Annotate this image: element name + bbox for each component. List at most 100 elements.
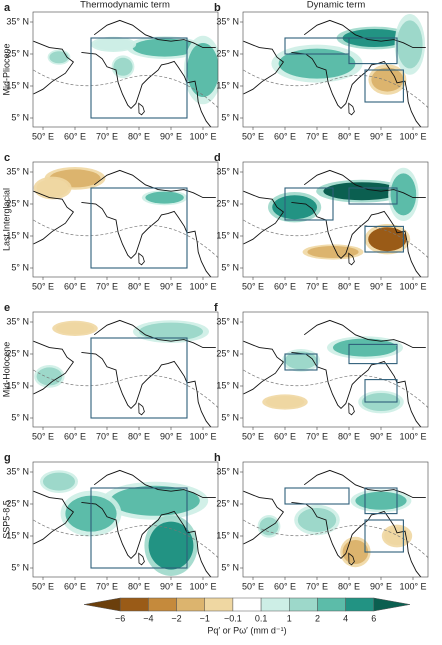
longitude-label: 80° E [128,581,150,591]
region-box [348,37,398,65]
field-patch [355,491,407,510]
field-patch [259,517,279,536]
panel-frame [242,11,429,128]
region-box [364,519,404,553]
field-patch [36,367,63,386]
latitude-label: 5° N [221,562,239,572]
colorbar-swatch [204,597,234,612]
coastline [348,252,355,266]
field-patch [94,38,133,51]
latitude-label: 35° N [216,166,239,176]
field-patch [148,521,194,570]
latitude-label: 15° N [6,80,29,90]
region-box [348,187,398,205]
longitude-label: 80° E [128,431,150,441]
coastline [243,340,285,395]
longitude-label: 100° E [399,131,426,141]
panel-letter: c [4,152,10,164]
longitude-label: 70° E [306,281,328,291]
longitude-label: 70° E [306,131,328,141]
map-panel [33,462,218,577]
field-patch [113,57,133,76]
field-patch [368,227,407,252]
map-background [243,312,428,427]
latitude-label: 15° N [6,380,29,390]
colorbar-tick-label: 0.1 [255,613,268,623]
latitude-label: 5° N [11,562,29,572]
longitude-label: 100° E [399,581,426,591]
colorbar-label: Pq′ or Pω′ (mm d⁻¹) [207,625,286,635]
coastline [348,552,355,566]
longitude-label: 100° E [399,431,426,441]
longitude-label: 90° E [160,131,182,141]
coastline [81,351,212,427]
longitude-label: 70° E [96,581,118,591]
colorbar-swatch [373,597,411,612]
latitude-label: 5° N [221,112,239,122]
elevation-contour [93,319,216,349]
longitude-label: 70° E [96,431,118,441]
field-patch [49,51,69,64]
field-patch [145,191,184,204]
panel-frame [32,311,219,428]
longitude-label: 50° E [242,431,264,441]
field-patch [397,20,423,69]
coastline [138,252,145,266]
field-patch [278,48,356,79]
latitude-label: 5° N [221,412,239,422]
panel-frame [32,161,219,278]
column-title: Thermodynamic term [80,0,170,11]
coastline [33,40,75,95]
field-patch [55,322,95,335]
row-label: Mid-Holocene [1,342,11,398]
map-panel [243,12,428,127]
row-label: Last Interglacial [1,188,11,251]
elevation-contour [303,19,426,49]
region-box [284,487,350,505]
field-patch [333,338,397,357]
panel-letter: b [214,2,221,14]
coastline [81,51,212,127]
longitude-label: 60° E [64,131,86,141]
colorbar-tick-label: 2 [315,613,320,623]
colorbar-tick-label: −1 [200,613,210,623]
longitude-label: 60° E [274,581,296,591]
longitude-label: 50° E [32,581,54,591]
coastline [243,190,285,245]
longitude-label: 60° E [274,131,296,141]
longitude-label: 90° E [160,581,182,591]
panel-frame [242,461,429,578]
latitude-label: 25° N [216,198,239,208]
latitude-label: 35° N [6,16,29,26]
elevation-contour [93,169,216,199]
field-patch [36,179,69,197]
region-box [364,69,404,103]
longitude-label: 100° E [189,431,216,441]
field-patch [307,246,359,258]
longitude-label: 50° E [32,131,54,141]
panel-frame [32,11,219,128]
colorbar-tick-label: −0.1 [224,613,242,623]
latitude-label: 15° N [6,530,29,540]
colorbar-swatch [83,597,121,612]
region-box [90,187,188,269]
latitude-label: 15° N [216,380,239,390]
longitude-label: 70° E [96,281,118,291]
longitude-label: 70° E [96,131,118,141]
column-title: Dynamic term [307,0,366,11]
longitude-label: 100° E [399,281,426,291]
field-patch [272,195,317,220]
latitude-label: 35° N [216,16,239,26]
elevation-contour [303,469,426,499]
region-box [348,343,398,365]
coastline [348,402,355,416]
row-label: Mid-Pliocene [1,43,11,95]
coastline [291,201,422,277]
colorbar-tick-label: 6 [371,613,376,623]
elevation-contour [303,169,426,199]
longitude-label: 90° E [370,281,392,291]
field-patch [390,173,417,216]
field-patch [265,396,305,408]
latitude-label: 25° N [216,498,239,508]
